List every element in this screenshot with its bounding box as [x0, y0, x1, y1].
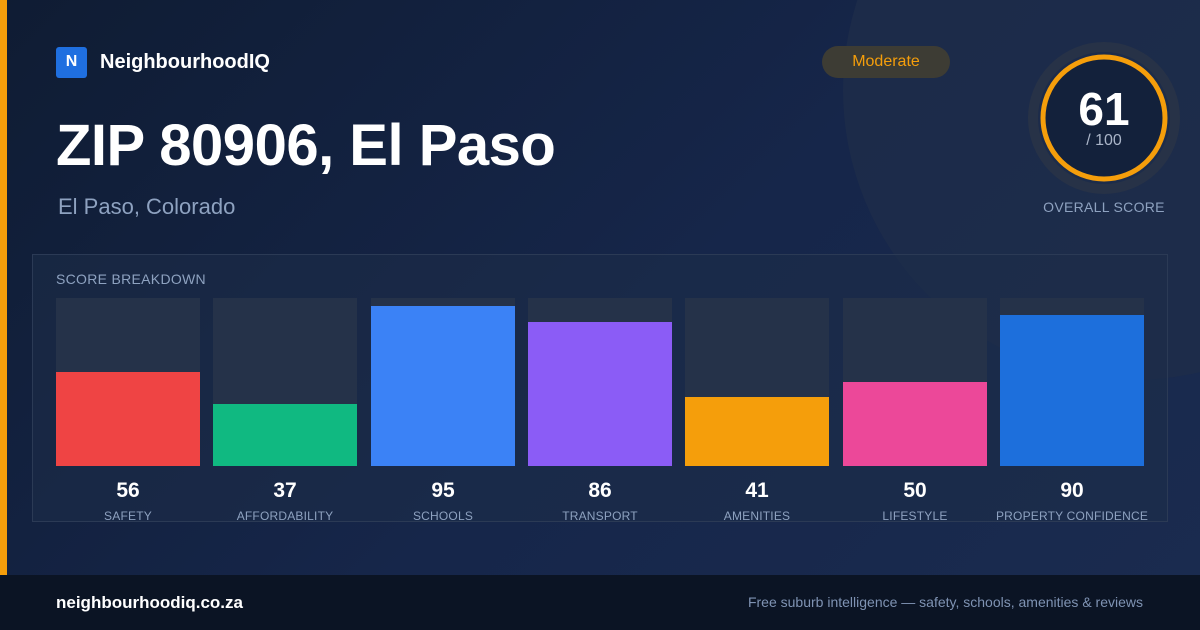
bar-track — [56, 298, 200, 466]
bar-category-label: TRANSPORT — [562, 509, 638, 523]
bar-category-label: SAFETY — [104, 509, 152, 523]
bar-fill — [56, 371, 200, 466]
bar-track — [843, 298, 987, 466]
bar-value-label: 37 — [273, 479, 297, 502]
bar-value-label: 86 — [588, 479, 612, 502]
bar-value-label: 56 — [116, 479, 140, 502]
gauge-inner — [1044, 58, 1164, 178]
bar-value-label: 90 — [1060, 479, 1084, 502]
left-accent-bar — [0, 0, 7, 575]
gauge-track — [1028, 42, 1180, 194]
bar-fill — [213, 403, 357, 466]
bar-category-label: AMENITIES — [723, 509, 791, 523]
brand[interactable]: N NeighbourhoodIQ — [56, 46, 270, 78]
gauge-arc — [1040, 54, 1168, 182]
bar-fill — [371, 306, 515, 466]
bar-category-label: AFFORDABILITY — [236, 509, 334, 523]
bar-fill — [1000, 314, 1144, 466]
bar-value-label: 95 — [431, 479, 455, 502]
bar-value-label: 41 — [745, 479, 769, 502]
footer: neighbourhoodiq.co.za Free suburb intell… — [0, 575, 1200, 630]
rating-badge: Moderate — [822, 46, 950, 78]
footer-site-link[interactable]: neighbourhoodiq.co.za — [56, 593, 243, 612]
bar-fill — [528, 321, 672, 466]
overall-score-value: 61 — [1078, 83, 1130, 135]
brand-name: NeighbourhoodIQ — [100, 50, 270, 73]
bar-fill — [843, 382, 987, 466]
bar-category-label: PROPERTY CONFIDENCE — [995, 509, 1149, 523]
page-title: ZIP 80906, El Paso — [56, 113, 556, 178]
overall-score-label: OVERALL SCORE — [1043, 199, 1165, 215]
bar-category-label: SCHOOLS — [412, 509, 474, 523]
bar-track — [1000, 298, 1144, 466]
score-gauge — [1028, 42, 1180, 194]
bar-track — [371, 298, 515, 466]
bar-value-label: 50 — [903, 479, 927, 502]
footer-tagline: Free suburb intelligence — safety, schoo… — [747, 594, 1143, 610]
location-subtitle: El Paso, Colorado — [58, 194, 236, 219]
bar-fill — [685, 397, 829, 466]
bar-track — [213, 298, 357, 466]
score-breakdown-title: SCORE BREAKDOWN — [56, 271, 206, 287]
overall-score-max: / 100 — [1086, 132, 1122, 149]
brand-logo-icon: N — [56, 46, 87, 78]
bar-track — [528, 298, 672, 466]
bar-track — [685, 298, 829, 466]
bar-category-label: LIFESTYLE — [882, 509, 948, 523]
